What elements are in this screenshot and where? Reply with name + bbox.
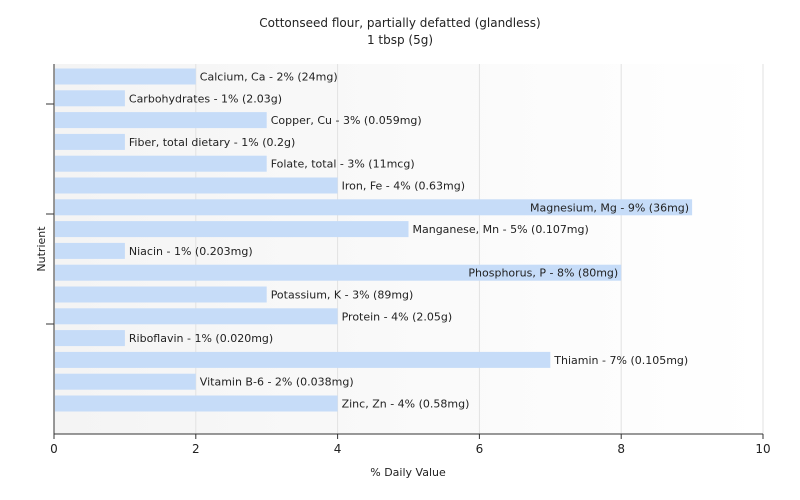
bar-label: Protein - 4% (2.05g): [342, 310, 453, 323]
x-tick-label: 4: [334, 442, 342, 456]
bar-label: Fiber, total dietary - 1% (0.2g): [129, 136, 295, 149]
bar: [55, 286, 267, 303]
bar-label: Calcium, Ca - 2% (24mg): [200, 71, 338, 84]
bar-label: Potassium, K - 3% (89mg): [271, 289, 414, 302]
x-tick-label: 0: [50, 442, 58, 456]
bar: [55, 308, 338, 325]
bar-label: Zinc, Zn - 4% (0.58mg): [342, 398, 470, 411]
bar: [55, 330, 125, 347]
bar-label: Iron, Fe - 4% (0.63mg): [342, 180, 465, 193]
x-tick-label: 10: [755, 442, 770, 456]
bar: [55, 373, 196, 390]
bar: [55, 199, 693, 216]
bar: [55, 351, 551, 368]
bar: [55, 90, 125, 107]
bar: [55, 133, 125, 150]
bar-label: Phosphorus, P - 8% (80mg): [468, 267, 618, 280]
bar-label: Carbohydrates - 1% (2.03g): [129, 92, 282, 105]
bar: [55, 264, 622, 281]
bar: [55, 112, 267, 129]
bar: [55, 155, 267, 172]
bar-label: Niacin - 1% (0.203mg): [129, 245, 253, 258]
bar-label: Thiamin - 7% (0.105mg): [553, 354, 688, 367]
bar-label: Magnesium, Mg - 9% (36mg): [530, 201, 689, 214]
bar: [55, 177, 338, 194]
y-axis-label: Nutrient: [35, 226, 48, 272]
bar: [55, 68, 196, 85]
axes: 0 2 4 6 8 10: [46, 64, 771, 456]
x-tick-label: 8: [617, 442, 625, 456]
bar-label: Copper, Cu - 3% (0.059mg): [271, 114, 422, 127]
x-tick-label: 6: [476, 442, 484, 456]
bar: [55, 242, 125, 259]
bar-label: Manganese, Mn - 5% (0.107mg): [413, 223, 589, 236]
x-tick-label: 2: [192, 442, 200, 456]
bar: [55, 221, 409, 238]
chart-subtitle: 1 tbsp (5g): [367, 33, 433, 47]
x-axis-label: % Daily Value: [370, 466, 446, 479]
bar-label: Riboflavin - 1% (0.020mg): [129, 332, 273, 345]
chart-title: Cottonseed flour, partially defatted (gl…: [259, 16, 540, 30]
bar: [55, 395, 338, 412]
bars: Calcium, Ca - 2% (24mg) Carbohydrates - 1…: [55, 68, 693, 412]
bar-label: Folate, total - 3% (11mcg): [271, 158, 415, 171]
bar-label: Vitamin B-6 - 2% (0.038mg): [200, 376, 354, 389]
